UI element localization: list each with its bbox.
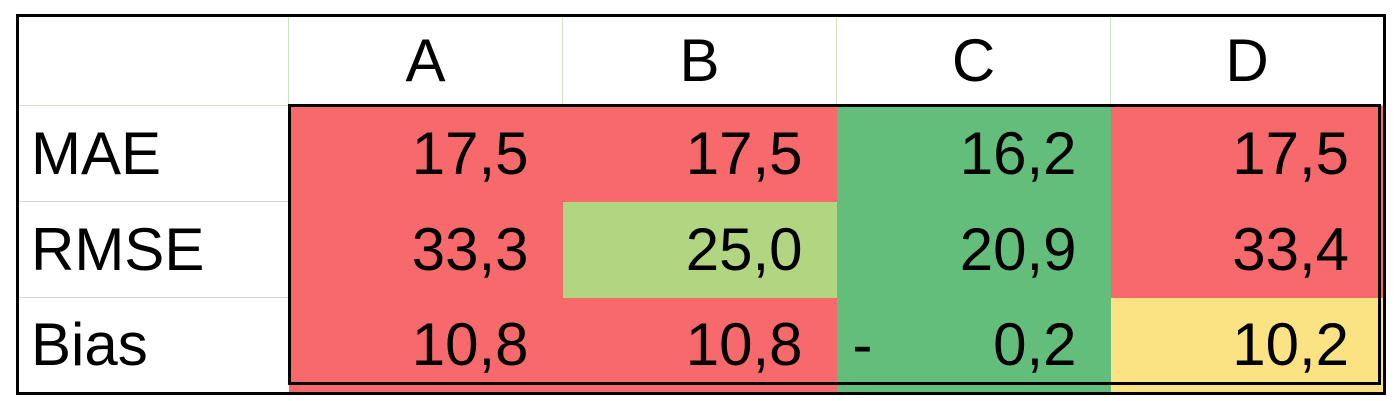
cell-value: 0,2 bbox=[993, 310, 1077, 378]
negative-sign: - bbox=[852, 310, 873, 378]
cell-rmse-d[interactable]: 33,4 bbox=[1110, 201, 1385, 298]
cell-value: 17,5 bbox=[1232, 119, 1349, 187]
row-label-rmse[interactable]: RMSE bbox=[17, 201, 289, 298]
cell-value: 33,3 bbox=[411, 215, 529, 283]
header-row: A B C D bbox=[17, 15, 1385, 106]
cell-value: 16,2 bbox=[959, 119, 1077, 187]
cell-mae-c[interactable]: 16,2 bbox=[836, 105, 1111, 202]
row-label-bias[interactable]: Bias bbox=[17, 297, 289, 394]
cell-bias-a[interactable]: 10,8 bbox=[288, 297, 563, 394]
column-header-a[interactable]: A bbox=[288, 15, 563, 106]
column-header-c[interactable]: C bbox=[836, 15, 1111, 106]
cell-mae-b[interactable]: 17,5 bbox=[562, 105, 837, 202]
cell-value: 17,5 bbox=[411, 119, 529, 187]
table-row-bias: Bias 10,8 10,8 - 0,2 10,2 bbox=[17, 297, 1385, 394]
cell-rmse-c[interactable]: 20,9 bbox=[836, 201, 1111, 298]
cell-mae-a[interactable]: 17,5 bbox=[288, 105, 563, 202]
cell-bias-c[interactable]: - 0,2 bbox=[836, 297, 1111, 394]
cell-value: 10,8 bbox=[411, 310, 529, 378]
cell-value: 10,2 bbox=[1232, 310, 1349, 378]
cell-value: 20,9 bbox=[959, 215, 1077, 283]
metrics-table: A B C D MAE 17,5 17,5 16,2 17,5 RMSE 33,… bbox=[16, 14, 1386, 395]
cell-mae-d[interactable]: 17,5 bbox=[1110, 105, 1385, 202]
cell-rmse-a[interactable]: 33,3 bbox=[288, 201, 563, 298]
cell-value: 17,5 bbox=[685, 119, 803, 187]
cell-rmse-b[interactable]: 25,0 bbox=[562, 201, 837, 298]
corner-cell[interactable] bbox=[17, 15, 289, 106]
table-row-mae: MAE 17,5 17,5 16,2 17,5 bbox=[17, 105, 1385, 202]
cell-value: 33,4 bbox=[1232, 215, 1349, 283]
cell-value: 10,8 bbox=[685, 310, 803, 378]
column-header-d[interactable]: D bbox=[1110, 15, 1385, 106]
table-row-rmse: RMSE 33,3 25,0 20,9 33,4 bbox=[17, 201, 1385, 298]
cell-value: 25,0 bbox=[685, 215, 803, 283]
cell-bias-d[interactable]: 10,2 bbox=[1110, 297, 1385, 394]
column-header-b[interactable]: B bbox=[562, 15, 837, 106]
row-label-mae[interactable]: MAE bbox=[17, 105, 289, 202]
cell-bias-b[interactable]: 10,8 bbox=[562, 297, 837, 394]
